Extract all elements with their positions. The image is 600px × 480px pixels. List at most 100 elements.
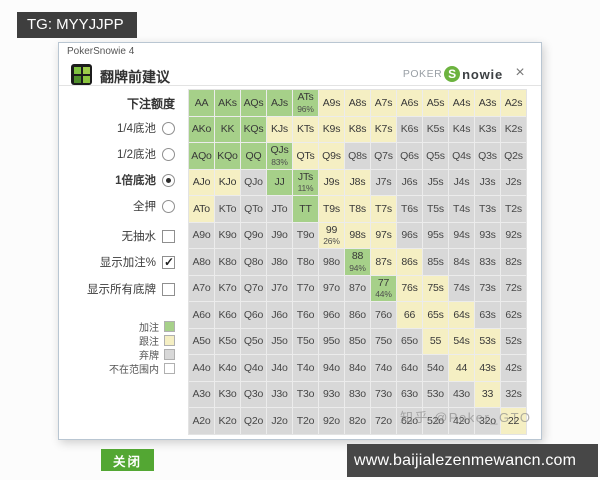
hand-cell-J2o[interactable]: J2o — [267, 408, 292, 434]
hand-cell-75s[interactable]: 75s — [423, 275, 448, 301]
hand-cell-63o[interactable]: 63o — [397, 381, 422, 407]
hand-cell-JTs[interactable]: JTs 11% — [293, 169, 318, 195]
hand-cell-J8o[interactable]: J8o — [267, 249, 292, 275]
hand-cell-65o[interactable]: 65o — [397, 328, 422, 354]
hand-cell-44[interactable]: 44 — [449, 355, 474, 381]
hand-cell-A3o[interactable]: A3o — [189, 381, 214, 407]
hand-cell-42s[interactable]: 42s — [501, 355, 526, 381]
hand-cell-Q9o[interactable]: Q9o — [241, 222, 266, 248]
hand-cell-ATo[interactable]: ATo — [189, 196, 214, 222]
hand-cell-Q7s[interactable]: Q7s — [371, 143, 396, 169]
hand-cell-KTs[interactable]: KTs — [293, 116, 318, 142]
hand-cell-Q4o[interactable]: Q4o — [241, 355, 266, 381]
hand-cell-66[interactable]: 66 — [397, 302, 422, 328]
radio-half-pot[interactable]: 1/2底池 — [117, 145, 175, 163]
hand-cell-54o[interactable]: 54o — [423, 355, 448, 381]
hand-cell-Q5o[interactable]: Q5o — [241, 328, 266, 354]
hand-cell-J8s[interactable]: J8s — [345, 169, 370, 195]
hand-cell-J7s[interactable]: J7s — [371, 169, 396, 195]
hand-cell-Q8o[interactable]: Q8o — [241, 249, 266, 275]
hand-cell-AA[interactable]: AA — [189, 90, 214, 116]
hand-cell-93o[interactable]: 93o — [319, 381, 344, 407]
hand-cell-AQo[interactable]: AQo — [189, 143, 214, 169]
hand-cell-K5s[interactable]: K5s — [423, 116, 448, 142]
hand-cell-QTs[interactable]: QTs — [293, 143, 318, 169]
hand-cell-T9s[interactable]: T9s — [319, 196, 344, 222]
hand-cell-AKo[interactable]: AKo — [189, 116, 214, 142]
radio-icon[interactable] — [162, 173, 175, 187]
hand-cell-63s[interactable]: 63s — [475, 302, 500, 328]
hand-cell-52s[interactable]: 52s — [501, 328, 526, 354]
hand-cell-75o[interactable]: 75o — [371, 328, 396, 354]
hand-cell-J6s[interactable]: J6s — [397, 169, 422, 195]
hand-cell-52o[interactable]: 52o — [423, 408, 448, 434]
checkbox-no-rake[interactable]: 无抽水 — [122, 227, 175, 245]
radio-icon[interactable] — [162, 121, 175, 135]
hand-cell-32s[interactable]: 32s — [501, 381, 526, 407]
hand-cell-ATs[interactable]: ATs 96% — [293, 90, 318, 116]
hand-cell-92s[interactable]: 92s — [501, 222, 526, 248]
hand-cell-Q3o[interactable]: Q3o — [241, 381, 266, 407]
hand-cell-J4s[interactable]: J4s — [449, 169, 474, 195]
hand-cell-43o[interactable]: 43o — [449, 381, 474, 407]
radio-quarter-pot[interactable]: 1/4底池 — [117, 119, 175, 137]
hand-cell-73s[interactable]: 73s — [475, 275, 500, 301]
hand-cell-J3o[interactable]: J3o — [267, 381, 292, 407]
hand-cell-T8s[interactable]: T8s — [345, 196, 370, 222]
hand-cell-KJs[interactable]: KJs — [267, 116, 292, 142]
hand-cell-QQ[interactable]: QQ — [241, 143, 266, 169]
hand-cell-76s[interactable]: 76s — [397, 275, 422, 301]
hand-cell-A8s[interactable]: A8s — [345, 90, 370, 116]
hand-cell-Q6s[interactable]: Q6s — [397, 143, 422, 169]
hand-cell-74s[interactable]: 74s — [449, 275, 474, 301]
radio-full-pot[interactable]: 1倍底池 — [115, 171, 175, 189]
hand-cell-84o[interactable]: 84o — [345, 355, 370, 381]
checkbox-show-all-hands[interactable]: 显示所有底牌 — [87, 280, 175, 298]
hand-cell-K2s[interactable]: K2s — [501, 116, 526, 142]
hand-cell-J9s[interactable]: J9s — [319, 169, 344, 195]
hand-cell-K7o[interactable]: K7o — [215, 275, 240, 301]
radio-icon[interactable] — [162, 147, 175, 161]
hand-cell-A7o[interactable]: A7o — [189, 275, 214, 301]
checkbox-icon[interactable] — [162, 229, 175, 243]
hand-cell-T5s[interactable]: T5s — [423, 196, 448, 222]
checkbox-show-raise-pct[interactable]: 显示加注% — [100, 253, 175, 271]
hand-cell-T7o[interactable]: T7o — [293, 275, 318, 301]
hand-cell-T9o[interactable]: T9o — [293, 222, 318, 248]
hand-cell-97o[interactable]: 97o — [319, 275, 344, 301]
hand-cell-A5o[interactable]: A5o — [189, 328, 214, 354]
hand-cell-Q2o[interactable]: Q2o — [241, 408, 266, 434]
hand-cell-98s[interactable]: 98s — [345, 222, 370, 248]
hand-cell-T2s[interactable]: T2s — [501, 196, 526, 222]
hand-cell-94o[interactable]: 94o — [319, 355, 344, 381]
hand-cell-A7s[interactable]: A7s — [371, 90, 396, 116]
hand-cell-KK[interactable]: KK — [215, 116, 240, 142]
hand-cell-A5s[interactable]: A5s — [423, 90, 448, 116]
hand-cell-K3o[interactable]: K3o — [215, 381, 240, 407]
hand-cell-T6o[interactable]: T6o — [293, 302, 318, 328]
hand-cell-73o[interactable]: 73o — [371, 381, 396, 407]
hand-cell-K9s[interactable]: K9s — [319, 116, 344, 142]
hand-cell-42o[interactable]: 42o — [449, 408, 474, 434]
hand-cell-87o[interactable]: 87o — [345, 275, 370, 301]
hand-cell-72o[interactable]: 72o — [371, 408, 396, 434]
hand-cell-K4o[interactable]: K4o — [215, 355, 240, 381]
hand-cell-53o[interactable]: 53o — [423, 381, 448, 407]
hand-cell-KQo[interactable]: KQo — [215, 143, 240, 169]
hand-cell-88[interactable]: 88 94% — [345, 249, 370, 275]
hand-cell-65s[interactable]: 65s — [423, 302, 448, 328]
radio-all-in[interactable]: 全押 — [133, 197, 175, 215]
hand-cell-55[interactable]: 55 — [423, 328, 448, 354]
hand-cell-93s[interactable]: 93s — [475, 222, 500, 248]
hand-cell-22[interactable]: 22 — [501, 408, 526, 434]
hand-cell-95s[interactable]: 95s — [423, 222, 448, 248]
hand-cell-95o[interactable]: 95o — [319, 328, 344, 354]
hand-cell-K2o[interactable]: K2o — [215, 408, 240, 434]
hand-cell-96s[interactable]: 96s — [397, 222, 422, 248]
hand-cell-T5o[interactable]: T5o — [293, 328, 318, 354]
hand-cell-87s[interactable]: 87s — [371, 249, 396, 275]
hand-cell-J5o[interactable]: J5o — [267, 328, 292, 354]
hand-cell-Q5s[interactable]: Q5s — [423, 143, 448, 169]
hand-cell-QTo[interactable]: QTo — [241, 196, 266, 222]
hand-cell-AJs[interactable]: AJs — [267, 90, 292, 116]
